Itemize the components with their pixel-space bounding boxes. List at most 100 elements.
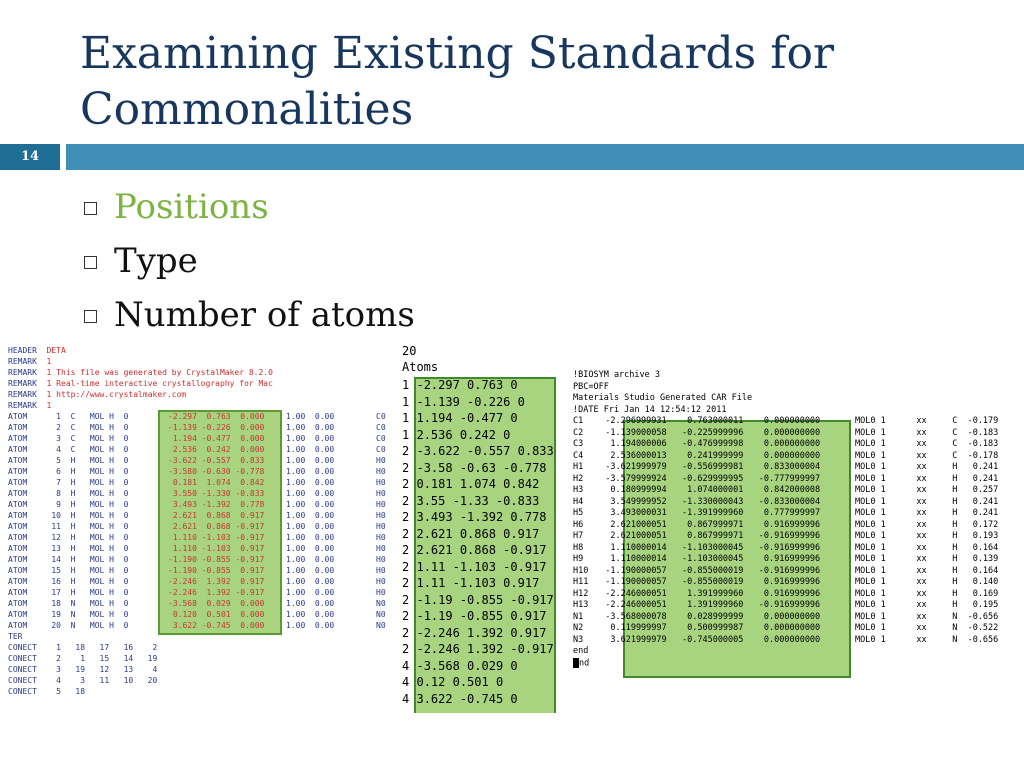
xyz-atom-type: 1: [402, 427, 410, 442]
pdb-header-line: REMARK 1: [8, 400, 51, 411]
spacer: [37, 357, 47, 366]
xyz-atom-line: 2 -2.246 1.392 0.917: [402, 625, 547, 642]
car-atom-meta: MOL0 1 xx H 0.164: [855, 542, 999, 553]
car-atom-coordinates: 0.180999994 1.074000001 0.842000008: [595, 485, 821, 495]
pdb-footer-line: TER: [8, 632, 23, 641]
xyz-atom-line: 1 -1.139 -0.226 0: [402, 394, 525, 411]
xyz-atom-type: 4: [402, 691, 410, 706]
pdb-atom-occupancy: 1.00 0.00: [286, 522, 335, 531]
pdb-footer-line: CONECT 1 18 17 16 2: [8, 643, 158, 652]
car-atom-name: H9: [573, 554, 584, 564]
xyz-atom-coordinates: 0.181 1.074 0.842: [416, 477, 540, 491]
slide-title-line-2: Commonalities: [80, 84, 414, 135]
pdb-atom-occupancy: 1.00 0.00: [286, 456, 335, 465]
square-bullet-icon: [84, 202, 97, 215]
xyz-atom-line: 4 -3.568 0.029 0: [402, 658, 518, 675]
car-atom-name: H11: [573, 577, 589, 587]
pdb-atom-element: C0: [376, 445, 386, 454]
car-atom-meta: MOL0 1 xx H 0.195: [855, 600, 999, 610]
pdb-header-value: DETA: [46, 346, 66, 355]
pdb-atom-coordinates: 3.622 -0.745 0.000: [168, 621, 265, 630]
xyz-atom-line: 2 1.11 -1.103 0.917: [402, 575, 539, 592]
pdb-atom-occupancy: 1.00 0.00: [286, 434, 335, 443]
pdb-atom-occupancy: 1.00 0.00: [286, 621, 335, 630]
xyz-atom-type: 2: [402, 559, 410, 574]
pdb-atom-record: ATOM 15 H MOL H 0: [8, 566, 129, 575]
car-atom-meta: MOL0 1 xx H 0.193: [855, 531, 999, 541]
pdb-atom-occupancy: 1.00 0.00: [286, 544, 335, 553]
pdb-atom-coordinates: 2.536 0.242 0.000: [168, 445, 265, 454]
car-atom-meta: MOL0 1 xx N -0.656: [855, 634, 999, 645]
pdb-header-value: 1 Real-time interactive crystallography …: [46, 379, 273, 388]
pdb-header-line: REMARK 1: [8, 356, 51, 367]
xyz-atom-coordinates: 1.11 -1.103 0.917: [416, 576, 540, 590]
pdb-atom-coordinates: 1.110 -1.103 -0.917: [168, 533, 265, 542]
pdb-atom-element: C0: [376, 412, 386, 421]
xyz-atom-coordinates: 3.493 -1.392 0.778: [416, 510, 547, 524]
text-cursor-icon: [573, 657, 579, 668]
pdb-atom-record: ATOM 7 H MOL H 0: [8, 478, 129, 487]
xyz-atom-line: 2 2.621 0.868 -0.917: [402, 542, 547, 559]
page-number-band: [0, 144, 60, 170]
pdb-record-type: REMARK: [8, 390, 37, 399]
xyz-atom-line: 1 -2.297 0.763 0: [402, 377, 518, 394]
xyz-atom-coordinates: -2.246 1.392 -0.917: [416, 642, 554, 656]
xyz-atom-coordinates: -3.58 -0.63 -0.778: [416, 460, 547, 475]
car-atom-name: H12: [573, 588, 589, 599]
pdb-atom-coordinates: 1.110 -1.103 0.917: [168, 544, 265, 553]
pdb-atom-element: H0: [376, 577, 386, 586]
car-header-line: PBC=OFF: [573, 381, 609, 392]
car-atom-coordinates: 2.536000013 0.241999999 0.000000000: [595, 450, 821, 461]
pdb-atom-record: ATOM 9 H MOL H 0: [8, 500, 129, 509]
pdb-footer-line: CONECT 5 18: [8, 687, 86, 696]
xyz-atom-coordinates: 3.622 -0.745 0: [416, 691, 518, 706]
pdb-atom-record: ATOM 3 C MOL H 0: [8, 434, 129, 443]
car-atom-name: H13: [573, 600, 589, 610]
xyz-coordinates-highlight: [414, 377, 556, 713]
pdb-atom-occupancy: 1.00 0.00: [286, 610, 335, 619]
pdb-atom-coordinates: -1.190 -0.855 0.917: [168, 566, 265, 575]
pdb-record-type: HEADER: [8, 346, 37, 355]
car-atom-meta: MOL0 1 xx H 0.241: [855, 473, 999, 484]
xyz-atom-coordinates: -1.19 -0.855 -0.917: [416, 592, 554, 607]
car-atom-coordinates: 1.194000006 -0.476999998 0.000000000: [595, 439, 821, 449]
car-atom-coordinates: -3.579999924 -0.629999995 -0.777999997: [595, 473, 821, 484]
pdb-atom-element: H0: [376, 544, 386, 553]
xyz-atom-type: 4: [402, 658, 410, 673]
bullet-item-number-of-atoms: Number of atoms: [84, 292, 415, 346]
xyz-atom-type: 2: [402, 609, 410, 623]
xyz-atom-type: 2: [402, 526, 410, 541]
xyz-atom-coordinates: 1.194 -0.477 0: [416, 411, 518, 425]
pdb-atom-element: H0: [376, 566, 386, 575]
pdb-atom-occupancy: 1.00 0.00: [286, 423, 335, 432]
car-atom-coordinates: 0.119999997 0.500999987 0.000000000: [595, 623, 821, 633]
car-atom-coordinates: 1.110000014 -1.103000045 -0.916999996: [595, 542, 821, 553]
xyz-atom-coordinates: 3.55 -1.33 -0.833: [416, 493, 540, 508]
pdb-atom-coordinates: 3.493 -1.392 0.778: [168, 500, 265, 509]
car-header-line: !DATE Fri Jan 14 12:54:12 2011: [573, 404, 727, 415]
pdb-atom-record: ATOM 20 N MOL H 0: [8, 621, 129, 630]
pdb-atom-record: ATOM 14 H MOL H 0: [8, 555, 129, 564]
pdb-atom-occupancy: 1.00 0.00: [286, 511, 335, 520]
car-atom-meta: MOL0 1 xx C -0.179: [855, 416, 999, 426]
xyz-atom-coordinates: -2.297 0.763 0: [416, 378, 518, 392]
car-atom-meta: MOL0 1 xx H 0.169: [855, 588, 999, 599]
pdb-atom-record: ATOM 17 H MOL H 0: [8, 588, 129, 597]
pdb-atom-element: H0: [376, 533, 386, 542]
car-atom-name: H8: [573, 542, 584, 553]
pdb-atom-occupancy: 1.00 0.00: [286, 478, 335, 487]
slide-title: Examining Existing Standards for Commona…: [80, 26, 980, 138]
pdb-atom-element: C0: [376, 434, 386, 443]
car-atom-name: N3: [573, 634, 584, 645]
bullet-item-positions: Positions: [84, 184, 415, 238]
bullet-item-type: Type: [84, 238, 415, 292]
car-header-line: !BIOSYM archive 3: [573, 370, 660, 380]
car-atom-coordinates: -1.139000058 -0.225999996 0.000000000: [595, 427, 821, 438]
car-atom-coordinates: 2.621000051 0.867999971 0.916999996: [595, 519, 821, 530]
car-atom-name: N1: [573, 611, 584, 622]
pdb-header-line: REMARK 1 Real-time interactive crystallo…: [8, 378, 273, 389]
car-atom-name: C1: [573, 416, 584, 426]
pdb-atom-element: H0: [376, 522, 386, 531]
car-atom-coordinates: -2.246000051 1.391999960 0.916999996: [595, 588, 821, 599]
pdb-atom-element: H0: [376, 456, 386, 465]
